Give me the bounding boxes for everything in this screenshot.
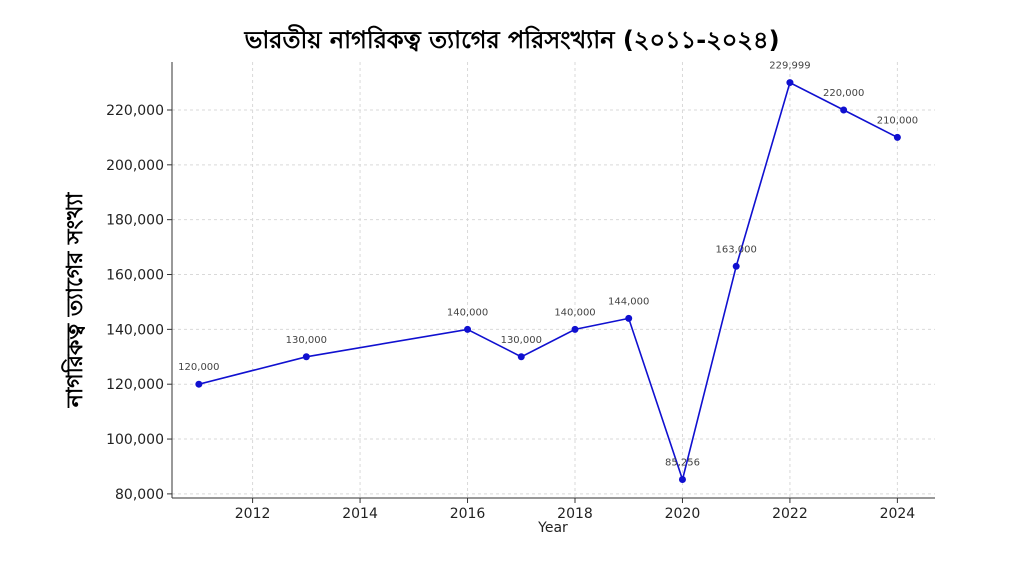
data-point: [678, 475, 686, 483]
data-value-label: 140,000: [447, 307, 488, 318]
data-point: [571, 325, 579, 333]
y-tick-label: 80,000: [115, 487, 164, 503]
data-point: [732, 262, 740, 270]
y-tick-label: 120,000: [106, 377, 164, 393]
data-point: [464, 325, 472, 333]
x-tick-label: 2012: [235, 506, 271, 522]
series-line: [198, 81, 898, 483]
y-tick-label: 160,000: [106, 268, 164, 284]
y-tick-labels: 80,000 100,000 120,000 140,000 160,000 180,00…: [106, 103, 172, 503]
axes: [171, 62, 935, 499]
data-value-label: 163,000: [716, 244, 757, 255]
x-tick-label: 2020: [665, 506, 701, 522]
x-tick-label: 2022: [772, 506, 808, 522]
chart-title: ভারতীয় নাগরিকত্ব ত্যাগের পরিসংখ্যান (২০…: [244, 26, 780, 54]
data-value-label: 120,000: [178, 362, 219, 373]
data-labels: 120,000 130,000 140,000 130,000 140,000 144,0…: [178, 61, 918, 469]
data-points: [195, 79, 901, 483]
data-point: [840, 106, 848, 114]
y-tick-label: 220,000: [106, 103, 164, 119]
data-value-label: 85,256: [665, 457, 700, 468]
data-point: [625, 314, 633, 322]
data-value-label: 210,000: [877, 115, 918, 126]
data-value-label: 229,999: [769, 61, 810, 72]
data-point: [517, 353, 525, 361]
x-tick-label: 2016: [450, 506, 486, 522]
x-tick-label: 2024: [880, 506, 916, 522]
x-tick-label: 2014: [342, 506, 378, 522]
data-point: [302, 353, 310, 361]
data-value-label: 220,000: [823, 88, 864, 99]
data-value-label: 130,000: [286, 335, 327, 346]
x-axis-title: Year: [537, 520, 568, 536]
data-value-label: 140,000: [554, 307, 595, 318]
y-tick-label: 200,000: [106, 158, 164, 174]
series-polyline: [198, 81, 898, 483]
data-value-label: 130,000: [501, 335, 542, 346]
data-point: [786, 79, 794, 87]
data-point: [195, 380, 203, 388]
grid-lines: [172, 62, 935, 498]
x-tick-label: 2018: [557, 506, 593, 522]
x-tick-labels: 2012 2014 2016 2018 2020 2022 2024: [235, 498, 916, 522]
y-tick-label: 180,000: [106, 213, 164, 229]
data-point: [893, 133, 901, 141]
data-value-label: 144,000: [608, 296, 649, 307]
y-axis-title: নাগরিকত্ব ত্যাগের সংখ্যা: [61, 191, 88, 408]
y-tick-label: 140,000: [106, 322, 164, 338]
y-tick-label: 100,000: [106, 432, 164, 448]
